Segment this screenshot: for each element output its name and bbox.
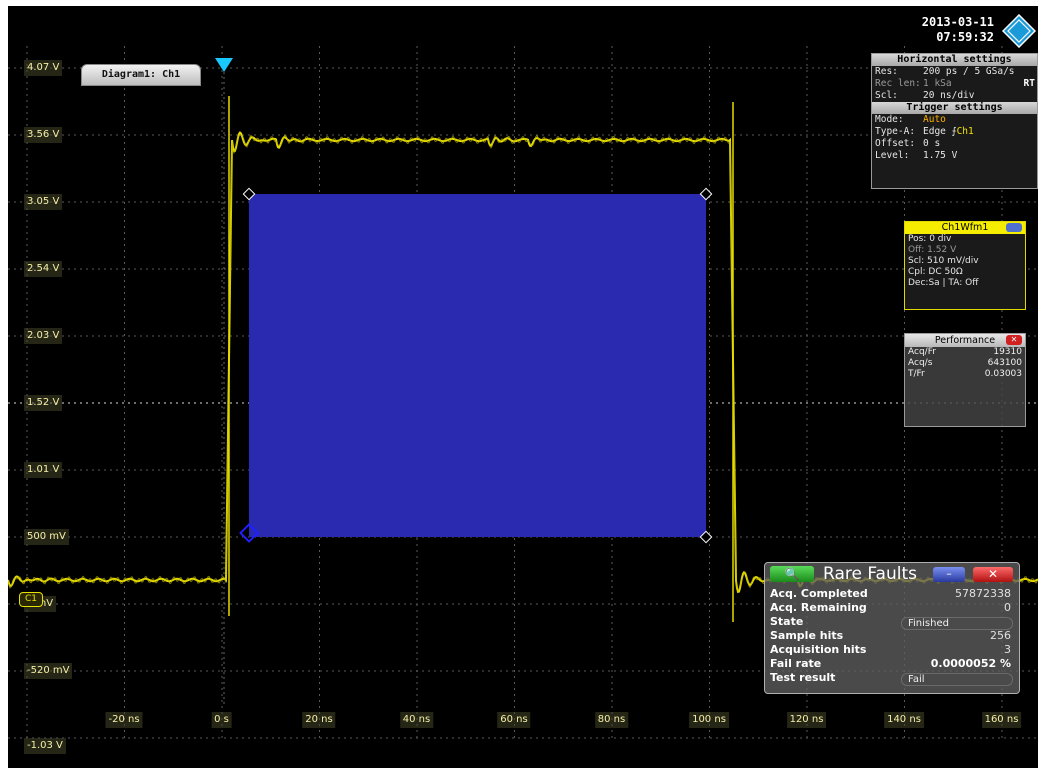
acquisition-hits-row: Acquisition hits 3 bbox=[765, 643, 1019, 657]
x-axis-label: 120 ns bbox=[787, 712, 827, 728]
oscilloscope-display: 4.07 V 3.56 V 3.05 V 2.54 V 2.03 V 1.52 V 1.01… bbox=[8, 6, 1038, 768]
y-axis-label: 3.56 V bbox=[24, 127, 62, 143]
trigger-position-marker[interactable] bbox=[215, 58, 233, 72]
x-axis-label: 20 ns bbox=[302, 712, 335, 728]
sample-hits-row: Sample hits 256 bbox=[765, 629, 1019, 643]
rare-faults-header: 🔍 Rare Faults – ✕ bbox=[765, 563, 1019, 585]
trigger-settings-title: Trigger settings bbox=[872, 102, 1037, 114]
mask-rectangle[interactable] bbox=[249, 194, 706, 537]
minimize-icon[interactable] bbox=[1006, 223, 1022, 232]
close-icon[interactable]: ✕ bbox=[1006, 335, 1022, 345]
x-axis-label: 80 ns bbox=[595, 712, 628, 728]
perf-row-acq-fr: Acq/Fr 19310 bbox=[905, 347, 1025, 358]
y-axis-label: 2.54 V bbox=[24, 261, 62, 277]
close-button[interactable]: ✕ bbox=[973, 567, 1013, 582]
ch1-coupling: Cpl: DC 50Ω bbox=[905, 267, 1025, 278]
time-text: 07:59:32 bbox=[908, 30, 994, 45]
x-axis-label: 140 ns bbox=[884, 712, 924, 728]
y-axis-label: 500 mV bbox=[24, 529, 69, 545]
diagram-tab[interactable]: Diagram1: Ch1 bbox=[81, 64, 201, 86]
channel-1-title: Ch1Wfm1 bbox=[905, 222, 1025, 234]
trigger-offset-row: Offset: 0 s bbox=[872, 138, 1037, 150]
rare-faults-panel[interactable]: 🔍 Rare Faults – ✕ Acq. Completed 57872338… bbox=[764, 562, 1020, 694]
search-icon[interactable]: 🔍 bbox=[770, 566, 814, 582]
y-axis-label: 1.01 V bbox=[24, 462, 62, 478]
resolution-row: Res: 200 ps / 5 GSa/s bbox=[872, 66, 1037, 78]
performance-title: Performance ✕ bbox=[905, 334, 1025, 347]
ch1-offset: Off: 1.52 V bbox=[905, 245, 1025, 256]
ch1-position: Pos: 0 div bbox=[905, 234, 1025, 245]
acq-remaining-row: Acq. Remaining 0 bbox=[765, 601, 1019, 615]
fail-rate-row: Fail rate 0.0000052 % bbox=[765, 657, 1019, 671]
record-length-row: Rec len: 1 kSa RT bbox=[872, 78, 1037, 90]
x-axis-label: 60 ns bbox=[497, 712, 530, 728]
y-axis-label: -520 mV bbox=[24, 663, 72, 679]
performance-box[interactable]: Performance ✕ Acq/Fr 19310 Acq/s 643100 T/F… bbox=[904, 333, 1026, 427]
realtime-badge: RT bbox=[1024, 78, 1035, 90]
date-text: 2013-03-11 bbox=[908, 15, 994, 30]
x-axis-label: 160 ns bbox=[982, 712, 1022, 728]
perf-row-acq-s: Acq/s 643100 bbox=[905, 358, 1025, 369]
scale-row: Scl: 20 ns/div bbox=[872, 90, 1037, 102]
perf-row-t-fr: T/Fr 0.03003 bbox=[905, 369, 1025, 380]
y-axis-label: 2.03 V bbox=[24, 328, 62, 344]
trigger-type-row: Type-A: Edge ⨍Ch1 bbox=[872, 126, 1037, 138]
rohde-schwarz-logo bbox=[1002, 14, 1036, 48]
trigger-level-row: Level: 1.75 V bbox=[872, 150, 1037, 162]
y-axis-label: 1.52 V bbox=[24, 395, 62, 411]
trigger-mode-row: Mode: Auto bbox=[872, 114, 1037, 126]
test-result-indicator: Fail bbox=[901, 673, 1013, 686]
test-result-row: Test result Fail bbox=[765, 671, 1019, 685]
ch1-decimation: Dec:Sa | TA: Off bbox=[905, 278, 1025, 289]
x-axis-label: 100 ns bbox=[689, 712, 729, 728]
ch1-scale: Scl: 510 mV/div bbox=[905, 256, 1025, 267]
settings-panel[interactable]: Horizontal settings Res: 200 ps / 5 GSa/s… bbox=[871, 53, 1038, 189]
y-axis-label: 3.05 V bbox=[24, 194, 62, 210]
rare-faults-title: Rare Faults bbox=[823, 563, 917, 585]
horizontal-settings-title: Horizontal settings bbox=[872, 54, 1037, 66]
x-axis-label: 0 s bbox=[211, 712, 232, 728]
state-row: State Finished bbox=[765, 615, 1019, 629]
y-axis-label: -1.03 V bbox=[24, 738, 66, 754]
minimize-button[interactable]: – bbox=[933, 567, 965, 582]
acq-completed-row: Acq. Completed 57872338 bbox=[765, 587, 1019, 601]
y-axis-label: 4.07 V bbox=[24, 60, 62, 76]
date-time-display: 2013-03-11 07:59:32 bbox=[908, 15, 994, 45]
rare-faults-table: Acq. Completed 57872338 Acq. Remaining 0 S… bbox=[765, 585, 1019, 685]
channel-1-info-box[interactable]: Ch1Wfm1 Pos: 0 div Off: 1.52 V Scl: 510 … bbox=[904, 221, 1026, 310]
x-axis-label: -20 ns bbox=[105, 712, 142, 728]
channel-1-marker[interactable]: C1 bbox=[19, 592, 43, 607]
x-axis-label: 40 ns bbox=[400, 712, 433, 728]
